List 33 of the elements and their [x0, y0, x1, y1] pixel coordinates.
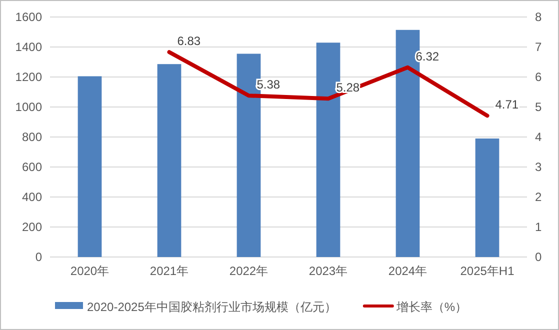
- y2-tick-label: 4: [535, 130, 542, 144]
- x-tick-label: 2024年: [388, 264, 428, 278]
- bar: [78, 76, 102, 257]
- y2-tick-label: 3: [535, 160, 542, 174]
- x-tick-label: 2025年H1: [460, 264, 515, 278]
- data-label: 6.83: [177, 34, 201, 48]
- y-tick-label: 0: [35, 250, 42, 264]
- data-label: 5.28: [336, 80, 360, 95]
- y2-tick-label: 8: [535, 10, 542, 24]
- y2-tick-label: 1: [535, 220, 542, 234]
- y2-tick-label: 6: [535, 70, 542, 84]
- y-tick-label: 1200: [15, 70, 42, 84]
- x-tick-label: 2023年: [308, 264, 348, 278]
- y-tick-label: 1400: [15, 40, 42, 54]
- y2-tick-label: 0: [535, 250, 542, 264]
- legend-label: 2020-2025年中国胶粘剂行业市场规模（亿元）: [87, 300, 336, 314]
- x-tick-label: 2022年: [229, 264, 268, 278]
- y2-tick-label: 7: [535, 40, 542, 54]
- bar: [157, 64, 182, 257]
- x-tick-label: 2020年: [70, 264, 110, 278]
- line-series: [167, 50, 490, 118]
- y2-tick-label: 5: [535, 100, 542, 114]
- data-label: 4.71: [495, 98, 519, 112]
- y-tick-label: 1600: [15, 10, 42, 24]
- legend-label: 增长率（%）: [395, 300, 468, 314]
- x-tick-label: 2021年: [150, 264, 189, 278]
- y-tick-label: 600: [22, 160, 42, 174]
- y-tick-label: 200: [22, 220, 42, 234]
- y-tick-label: 800: [22, 130, 42, 144]
- y-tick-label: 400: [22, 190, 42, 204]
- y2-tick-label: 2: [535, 190, 542, 204]
- y-tick-label: 1000: [15, 100, 42, 114]
- bar: [475, 138, 500, 257]
